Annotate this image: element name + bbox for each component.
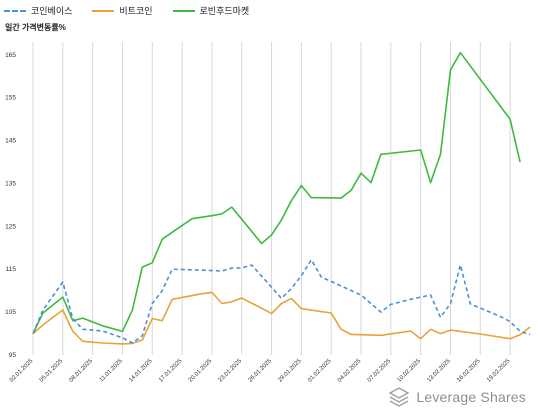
y-tick-label: 145 — [5, 138, 16, 145]
watermark: Leverage Shares — [388, 386, 526, 408]
y-tick-label: 155 — [5, 95, 16, 102]
x-tick-label: 19.02.2025 — [486, 358, 512, 384]
legend-swatch-robinhood — [172, 9, 195, 12]
y-tick-label: 135 — [5, 180, 16, 187]
leverage-shares-logo-icon — [388, 387, 410, 407]
x-tick-label: 10.02.2025 — [397, 358, 423, 384]
legend-item-robinhood: 로빈후드마켓 — [172, 4, 250, 17]
x-tick-label: 04.02.2025 — [337, 358, 363, 384]
series-line-bitcoin — [32, 291, 531, 345]
legend-label-coinbase: 코인베이스 — [31, 6, 73, 16]
y-axis-label: 일간 가격변동률% — [5, 23, 66, 32]
watermark-text: Leverage Shares — [416, 389, 526, 405]
legend-item-bitcoin: 비트코인 — [92, 4, 153, 17]
y-tick-label: 105 — [5, 309, 16, 316]
x-tick-label: 23.01.2025 — [218, 358, 244, 384]
legend-label-bitcoin: 비트코인 — [119, 6, 153, 16]
chart-legend: 코인베이스 비트코인 로빈후드마켓 — [4, 4, 249, 17]
y-tick-label: 125 — [5, 223, 16, 230]
x-tick-label: 17.01.2025 — [158, 358, 184, 384]
y-tick-label: 95 — [9, 352, 17, 359]
x-tick-label: 16.02.2025 — [456, 358, 482, 384]
y-tick-label: 115 — [6, 266, 17, 273]
x-tick-label: 05.01.2025 — [39, 358, 65, 384]
x-tick-label: 26.01.2025 — [247, 358, 273, 384]
legend-swatch-bitcoin — [92, 9, 115, 12]
x-tick-label: 13.02.2025 — [426, 358, 452, 384]
x-tick-label: 07.02.2025 — [367, 358, 393, 384]
legend-swatch-coinbase — [4, 9, 26, 12]
x-tick-label: 14.01.2025 — [128, 358, 154, 384]
y-tick-label: 165 — [5, 52, 16, 59]
x-tick-label: 11.01.2025 — [99, 358, 125, 384]
series-line-robinhood — [32, 51, 521, 334]
x-tick-label: 20.01.2025 — [188, 358, 214, 384]
x-tick-label: 08.01.2025 — [69, 358, 95, 384]
legend-label-robinhood: 로빈후드마켓 — [199, 6, 250, 16]
x-tick-label: 01.02.2025 — [307, 358, 333, 384]
legend-item-coinbase: 코인베이스 — [4, 4, 72, 17]
x-tick-label: 29.01.2025 — [277, 358, 303, 384]
x-tick-label: 02.01.2025 — [9, 358, 35, 384]
series-line-coinbase — [32, 259, 531, 344]
